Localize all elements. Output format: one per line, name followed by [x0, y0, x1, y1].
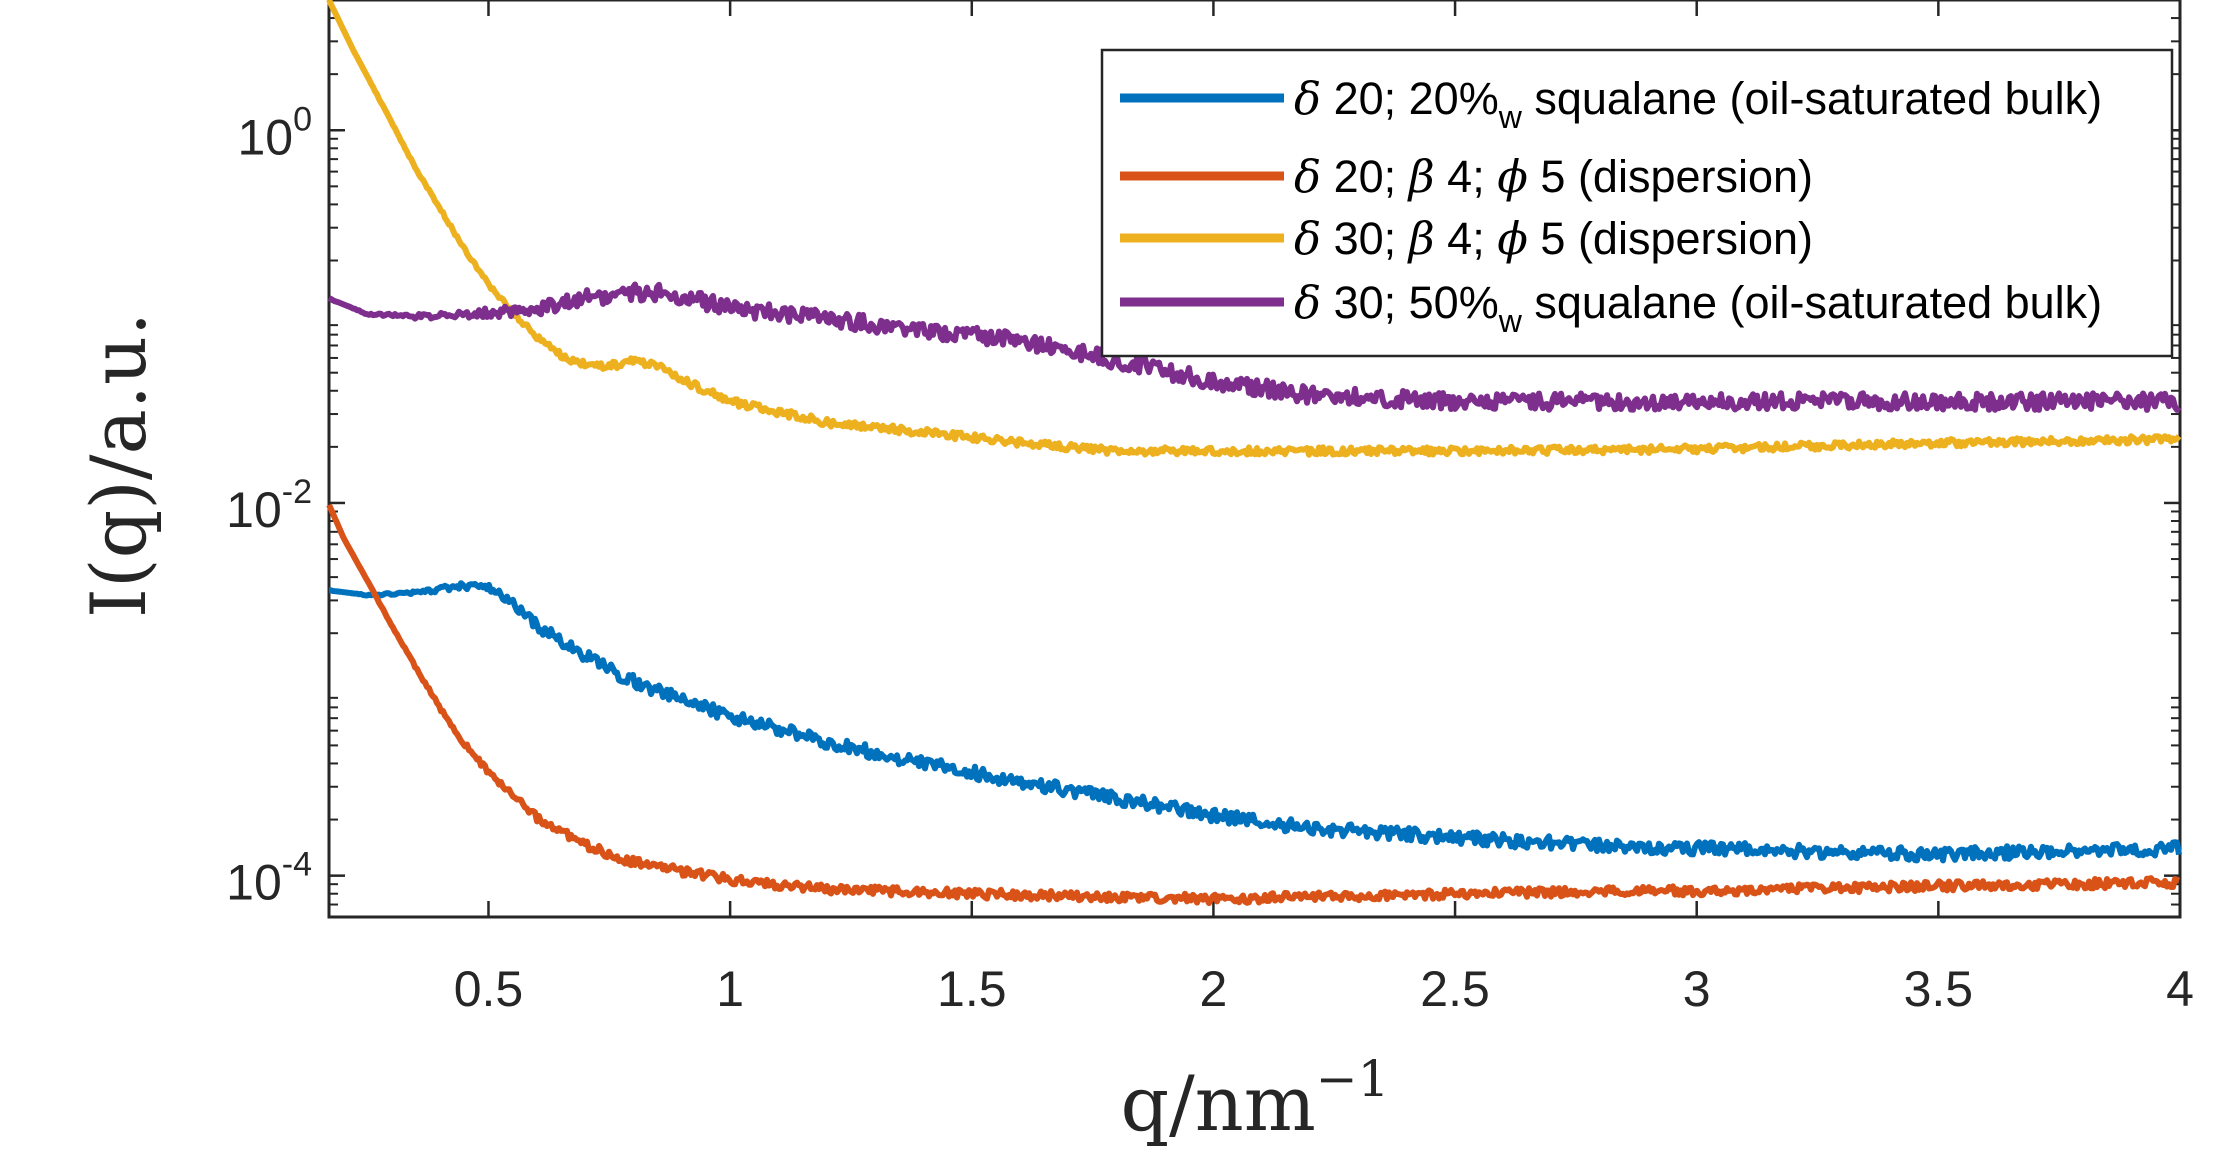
y-axis-title: I(q)/a.u.	[74, 312, 163, 618]
plot-area-frame	[327, 0, 2182, 919]
y-tick-label: 10-2	[226, 473, 312, 538]
x-axis-title: q/nm−1	[1121, 1050, 1390, 1148]
x-tick-label: 0.5	[454, 961, 524, 1017]
y-tick-label: 10-4	[226, 846, 312, 911]
series-line-blue	[328, 580, 2182, 864]
legend-label-3: δ 30; β 4; ϕ 5 (dispersion)	[1294, 212, 1813, 265]
legend-label-1: δ 20; 20%w squalane (oil-saturated bulk)	[1294, 72, 2102, 135]
legend-label-4: δ 30; 50%w squalane (oil-saturated bulk)	[1294, 276, 2102, 339]
legend: δ 20; 20%w squalane (oil-saturated bulk)…	[1100, 48, 2174, 358]
series-line-orange	[326, 503, 2180, 907]
x-tick-label: 1	[716, 961, 744, 1017]
x-tick-labels: 0.5 1 1.5 2 2.5 3 3.5 4	[454, 961, 2194, 1017]
y-tick-labels: 10-4 10-2 100	[226, 100, 312, 910]
x-tick-label: 2	[1200, 961, 1228, 1017]
x-tick-label: 2.5	[1420, 961, 1490, 1017]
x-tick-label: 1.5	[937, 961, 1007, 1017]
y-tick-label: 100	[237, 100, 312, 165]
x-tick-label: 3.5	[1904, 961, 1974, 1017]
series-group	[326, 0, 2182, 907]
x-tick-label: 4	[2166, 961, 2194, 1017]
legend-label-2: δ 20; β 4; ϕ 5 (dispersion)	[1294, 150, 1813, 203]
series-line-purple	[327, 281, 2182, 413]
x-tick-label: 3	[1683, 961, 1711, 1017]
series-line-yellow	[326, 0, 2182, 458]
